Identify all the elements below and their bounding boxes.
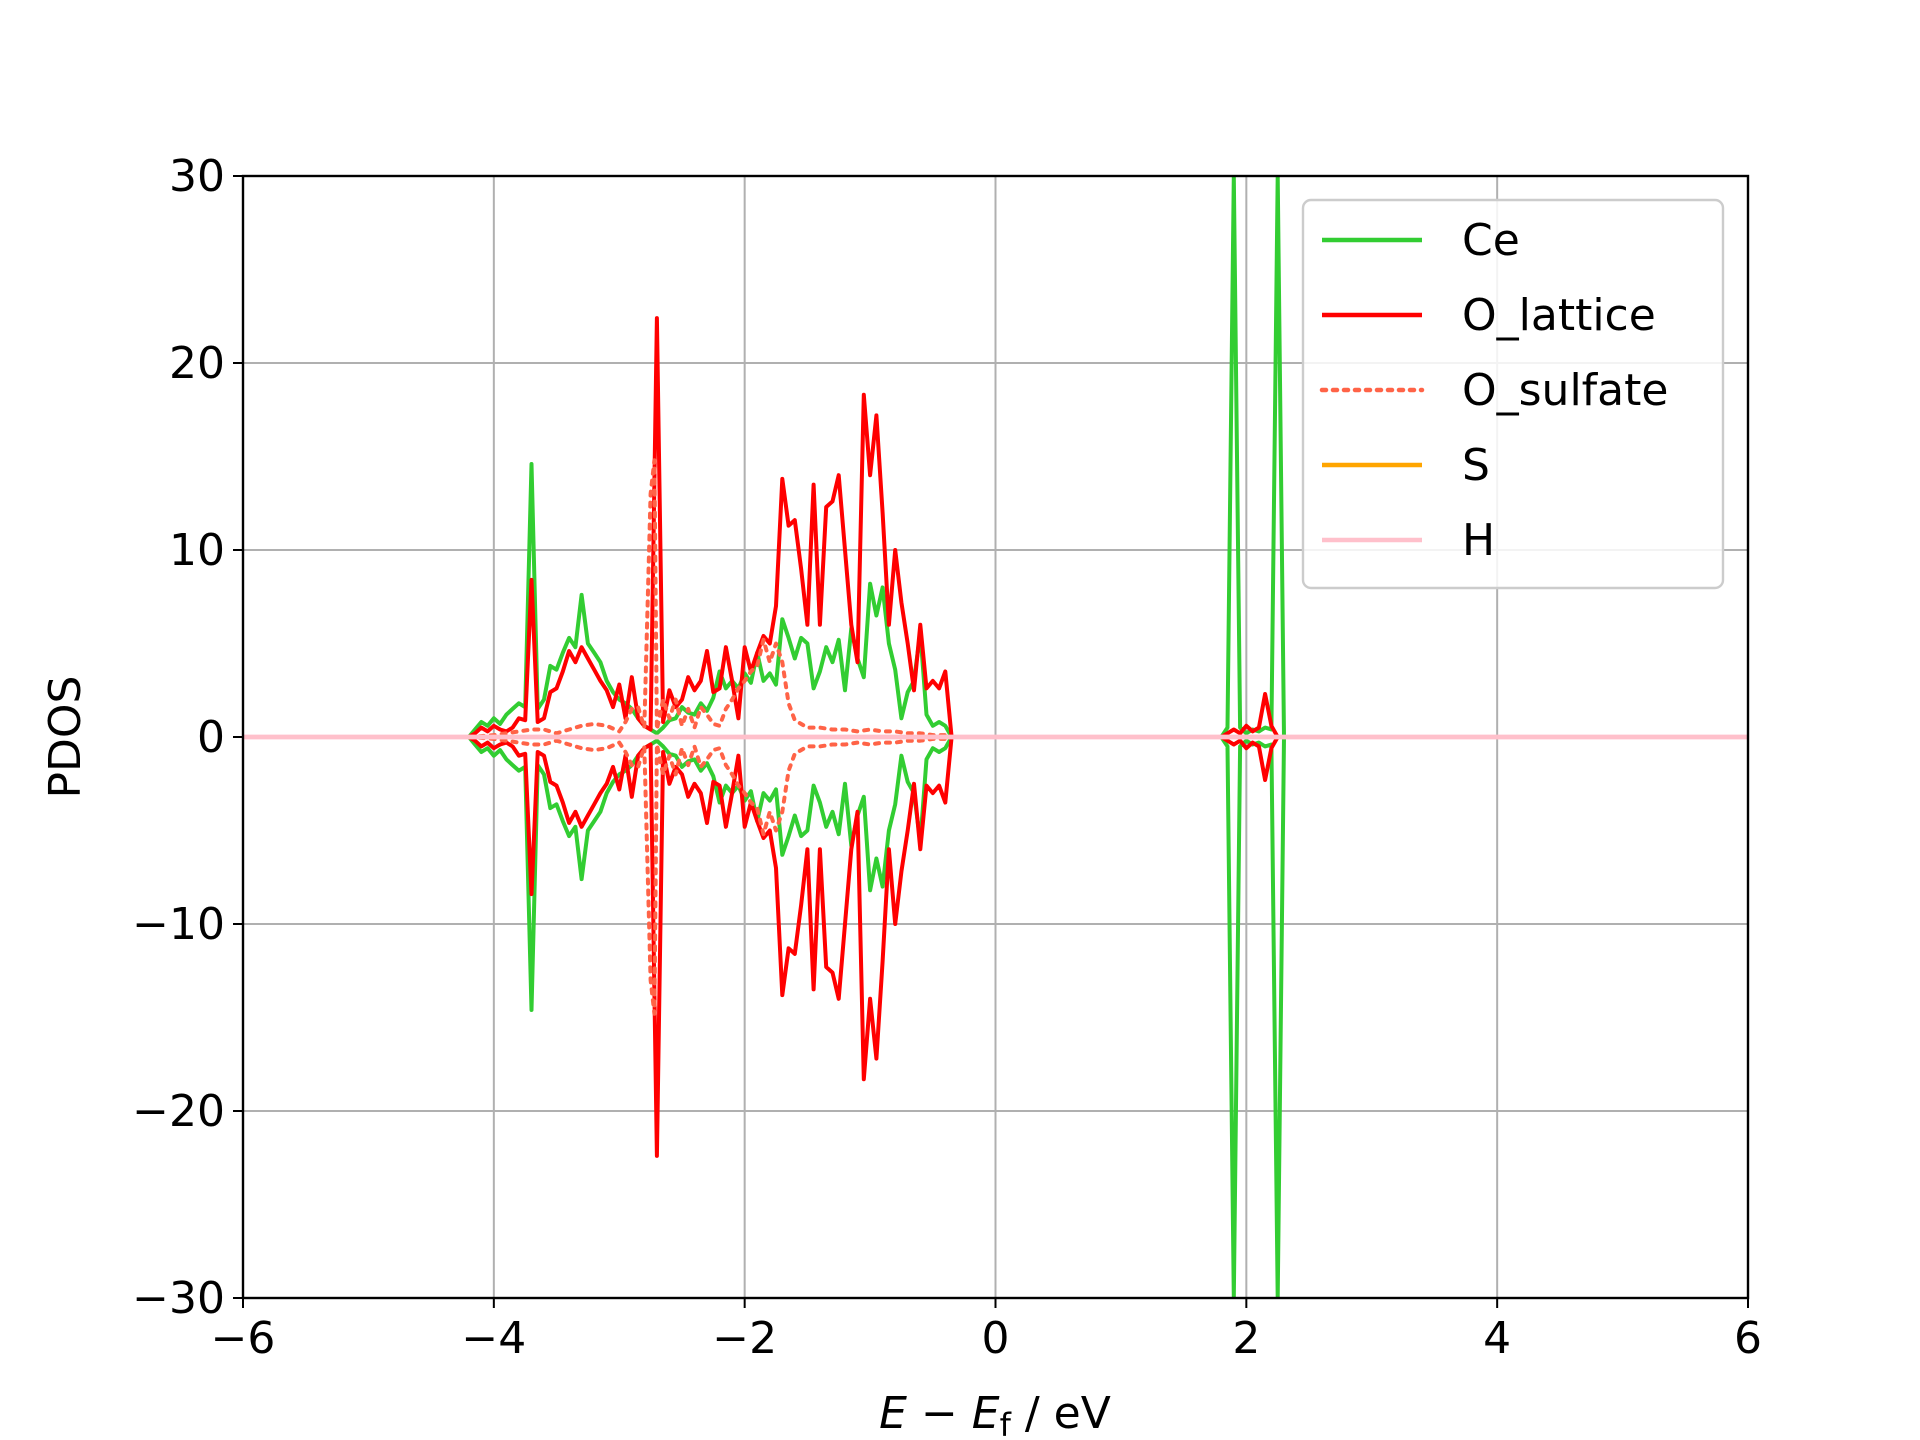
x-tick-label: −6 — [211, 1313, 276, 1364]
y-tick-label: 10 — [169, 525, 225, 576]
x-tick-label: 6 — [1734, 1313, 1762, 1364]
y-tick-label: 20 — [169, 338, 225, 389]
series-o-sulfate-up — [466, 458, 954, 739]
x-tick-label: −4 — [461, 1313, 526, 1364]
y-tick-label: −30 — [132, 1273, 225, 1324]
y-tick-label: 30 — [169, 151, 225, 202]
x-tick-label: 2 — [1232, 1313, 1260, 1364]
legend-label-o-lattice: O_lattice — [1462, 290, 1656, 341]
series-o-lattice-down — [467, 735, 1280, 1158]
series-o-sulfate-down — [466, 735, 954, 1016]
legend-label-o-sulfate: O_sulfate — [1462, 365, 1668, 416]
y-tick-label: −10 — [132, 899, 225, 950]
legend-label-ce: Ce — [1462, 215, 1520, 266]
legend-box — [1301, 198, 1725, 590]
legend-label-h: H — [1462, 515, 1495, 566]
plot-area — [243, 176, 1748, 1298]
legend-label-s: S — [1462, 440, 1490, 491]
x-tick-label: 4 — [1483, 1313, 1511, 1364]
series-o-lattice-up — [467, 316, 1280, 739]
series-ce-down — [467, 735, 1286, 1298]
series-ce-up — [467, 176, 1286, 739]
legend: Ce O_lattice O_sulfate SH — [1301, 198, 1725, 590]
y-tick-label: −20 — [132, 1086, 225, 1137]
y-axis-label: PDOS — [40, 676, 91, 799]
x-tick-label: −2 — [712, 1313, 777, 1364]
x-tick-label: 0 — [982, 1313, 1010, 1364]
y-tick-label: 0 — [197, 712, 225, 763]
x-axis-label: E − Ef / eV — [879, 1388, 1111, 1440]
